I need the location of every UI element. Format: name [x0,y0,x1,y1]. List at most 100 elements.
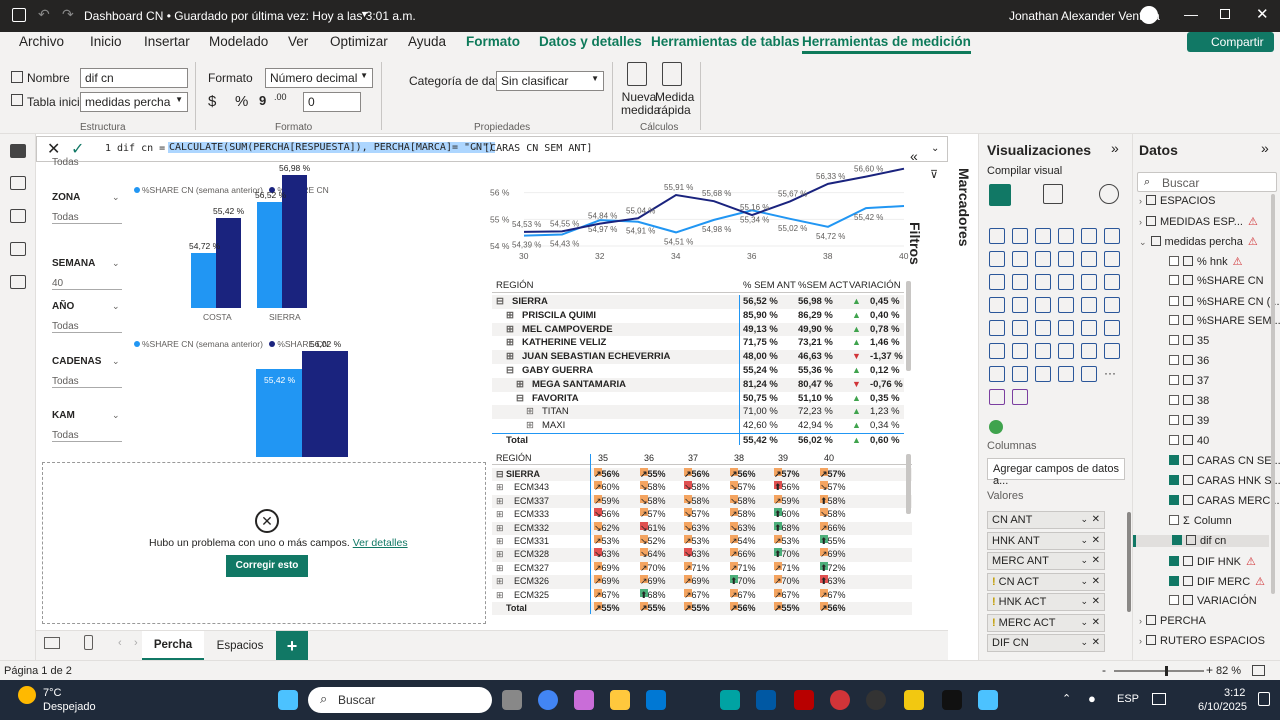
powerbi-icon[interactable] [904,690,924,710]
expand-icon[interactable]: ⊟ [496,469,504,479]
checkbox[interactable] [1169,595,1179,605]
series-line[interactable] [523,205,905,237]
field-item[interactable]: CARAS MERC ... [1139,495,1280,507]
matrix-row[interactable]: ⊞ JUAN SEBASTIAN ECHEVERRIA 48,00 % 46,63 %… [492,350,904,364]
line-column-icon[interactable] [1081,251,1097,267]
minimize-icon[interactable]: — [1184,6,1198,22]
fix-button[interactable]: Corregir esto [226,555,308,577]
matrix-col-act[interactable]: %SEM ACT [798,280,849,291]
weekly-row[interactable]: ⊟ SIERRA ↗56% ↗55% ↗56% ↗56% ↗57% ↗57% [492,468,912,482]
checkbox[interactable] [1169,296,1179,306]
medida-rapida-button[interactable]: Medida rápida [655,90,695,117]
100-column-icon[interactable] [1104,228,1120,244]
notification-icon[interactable] [1258,692,1270,706]
restore-icon[interactable] [1220,9,1230,19]
donut-icon[interactable] [1104,274,1120,290]
matrix-row[interactable]: ⊞ MAXI 42,60 % 42,94 % ▲ 0,34 % [492,419,904,433]
commit-icon[interactable]: ✓ [71,141,85,158]
weekly-row[interactable]: ⊞ ECM343 ↗60% ↘58% ↘58% ↘57% ⬆56% ↘57% [492,481,912,494]
remove-icon[interactable]: ✕ [1091,596,1100,607]
chevron-right-icon[interactable]: › [1139,196,1142,206]
field-item[interactable]: › ESPACIOS [1139,195,1215,207]
page-tab-percha[interactable]: Percha [142,631,204,661]
clustered-column-icon[interactable] [1058,228,1074,244]
percent-button[interactable]: % [235,93,249,110]
tab-ver[interactable]: Ver [288,34,309,49]
ribbon-chart-icon[interactable] [989,274,1005,290]
weekly-col-region[interactable]: REGIÓN [496,453,532,463]
expand-icon[interactable]: ⊞ [526,420,534,432]
desktop-layout-icon[interactable] [44,637,60,649]
decomposition-icon[interactable] [1035,343,1051,359]
matrix-row[interactable]: ⊞ MEGA SANTAMARIA 81,24 % 80,47 % ▼ -0,76 % [492,377,904,392]
weekly-row[interactable]: ⊞ ECM326 ↗69% ↗69% ↗69% ⬆70% ↗70% ⬆63% [492,575,912,589]
field-item[interactable]: % hnk ⚠ [1139,255,1242,268]
scatter-icon[interactable] [1058,274,1074,290]
map-icon[interactable] [1012,297,1028,313]
weekly-col-week[interactable]: 38 [734,453,745,463]
chevron-down-icon[interactable]: ⌄ [1080,637,1088,647]
slicer-icon[interactable] [1035,320,1051,336]
field-item[interactable]: 38 [1139,395,1209,407]
chevron-down-icon[interactable]: ⌄ [1080,616,1088,627]
slicer-top-value[interactable]: Todas [52,157,79,168]
clock-date[interactable]: 6/10/2025 [1198,701,1247,713]
expand-icon[interactable]: ⊞ [496,536,504,546]
network-icon[interactable] [1152,693,1166,705]
chevron-down-icon[interactable]: ⌄ [931,143,940,154]
zoom-out-icon[interactable]: - [1102,663,1106,677]
formula-selection[interactable]: CALCULATE(SUM(PERCHA[RESPUESTA]), PERCHA… [168,142,496,153]
table-icon[interactable] [1058,320,1074,336]
tab-ayuda[interactable]: Ayuda [408,34,447,49]
weekly-col-week[interactable]: 39 [778,453,789,463]
add-visual-icon[interactable] [989,420,1003,434]
bar-prev[interactable] [256,369,302,457]
qa-icon[interactable] [1058,343,1074,359]
chevron-down-icon[interactable]: ⌄ [112,356,120,366]
chevron-down-icon[interactable]: ⌄ [1080,534,1088,545]
chevron-down-icon[interactable]: ⌄ [112,258,120,268]
task-view-icon[interactable] [502,690,522,710]
checkbox[interactable] [1169,576,1179,586]
expand-icon[interactable]: » [1261,140,1269,156]
field-item[interactable]: dif cn [1133,535,1269,547]
zoom-handle[interactable] [1165,666,1168,676]
field-item[interactable]: 37 [1139,375,1209,387]
chevron-down-icon[interactable]: ⌄ [1080,514,1088,524]
add-fields-dropzone[interactable]: Agregar campos de datos a... [987,458,1125,487]
tab-optimizar[interactable]: Optimizar [330,34,388,49]
data-search-input[interactable]: ⌕ Buscar [1137,172,1277,192]
nombre-input[interactable]: dif cn [80,68,188,88]
expand-icon[interactable]: ⊞ [506,309,514,321]
checkbox[interactable] [1169,335,1179,345]
value-well[interactable]: MERC ANT ⌄ ✕ [987,552,1105,570]
diamond-icon[interactable] [989,389,1005,405]
tray-chevron-icon[interactable]: ⌃ [1062,693,1072,705]
arrow-icon[interactable] [1012,389,1028,405]
field-item[interactable]: CARAS CN SE... [1139,455,1280,467]
chevron-down-icon[interactable]: ⌄ [112,301,120,311]
language-indicator[interactable]: ESP [1117,693,1140,705]
data-scrollbar[interactable] [1271,194,1275,594]
chevron-down-icon[interactable]: ▼ [360,9,369,19]
matrix-col-ant[interactable]: % SEM ANT [743,280,796,291]
line-chart[interactable]: 56 % 55 % 54 % 30 32 34 36 38 40 54,39 % 54,43 % 54… [484,158,924,270]
field-item[interactable]: 35 [1139,335,1209,347]
100-area-icon[interactable] [1058,251,1074,267]
chevron-down-icon[interactable]: ⌄ [1080,596,1088,606]
error-details-link[interactable]: Ver detalles [352,537,408,549]
tab-modelado[interactable]: Modelado [209,34,269,49]
treemap-icon[interactable] [989,297,1005,313]
expand-icon[interactable]: ⊟ [496,296,504,307]
series-line[interactable] [523,167,905,233]
field-item[interactable]: Σ Column [1139,515,1232,527]
slicer-zona-dropdown[interactable]: Todas [52,212,122,224]
field-item[interactable]: 39 [1139,415,1209,427]
line-clustered-icon[interactable] [1104,251,1120,267]
checkbox[interactable] [1169,556,1179,566]
chevron-down-icon[interactable]: ⌄ [112,410,120,420]
card-new-icon[interactable] [1058,366,1074,382]
store-icon[interactable] [646,690,666,710]
gauge-icon[interactable] [1081,297,1097,313]
dax-query-icon[interactable] [10,242,26,256]
